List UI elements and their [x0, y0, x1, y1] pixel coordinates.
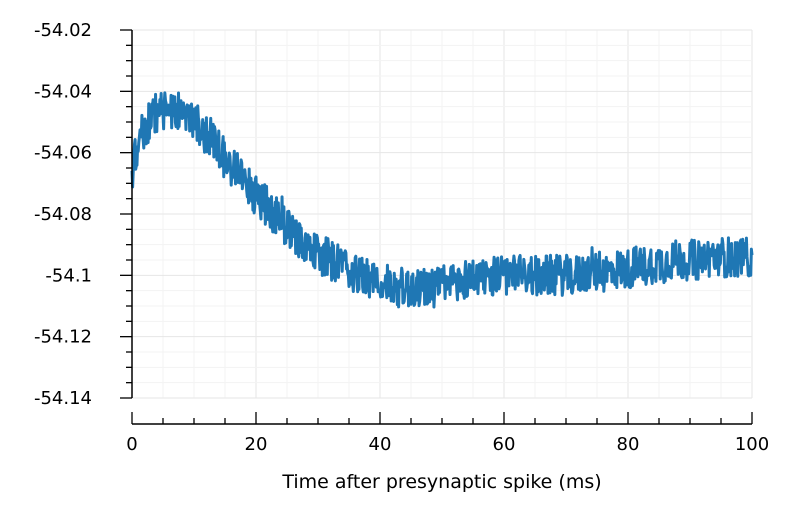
x-tick-label: 60: [493, 434, 516, 455]
y-tick-label: -54.1: [45, 265, 92, 286]
x-tick-label: 80: [617, 434, 640, 455]
x-tick-label: 0: [126, 434, 137, 455]
x-axis: 0 20 40 60 80 100: [126, 412, 769, 455]
y-tick-label: -54.06: [34, 143, 92, 164]
x-axis-label: Time after presynaptic spike (ms): [281, 471, 601, 493]
y-axis: -54.14 -54.12 -54.1 -54.08 -54.06 -54.04 -54.0…: [34, 20, 133, 409]
series-line: [130, 91, 754, 309]
grid: [131, 29, 753, 399]
plot-area: [130, 91, 754, 309]
y-tick-label: -54.14: [34, 388, 92, 409]
x-tick-label: 20: [245, 434, 268, 455]
y-tick-label: -54.02: [34, 20, 92, 41]
y-tick-label: -54.12: [34, 327, 92, 348]
y-tick-label: -54.04: [34, 81, 92, 102]
x-tick-label: 40: [369, 434, 392, 455]
y-tick-label: -54.08: [34, 204, 92, 225]
x-tick-label: 100: [735, 434, 769, 455]
